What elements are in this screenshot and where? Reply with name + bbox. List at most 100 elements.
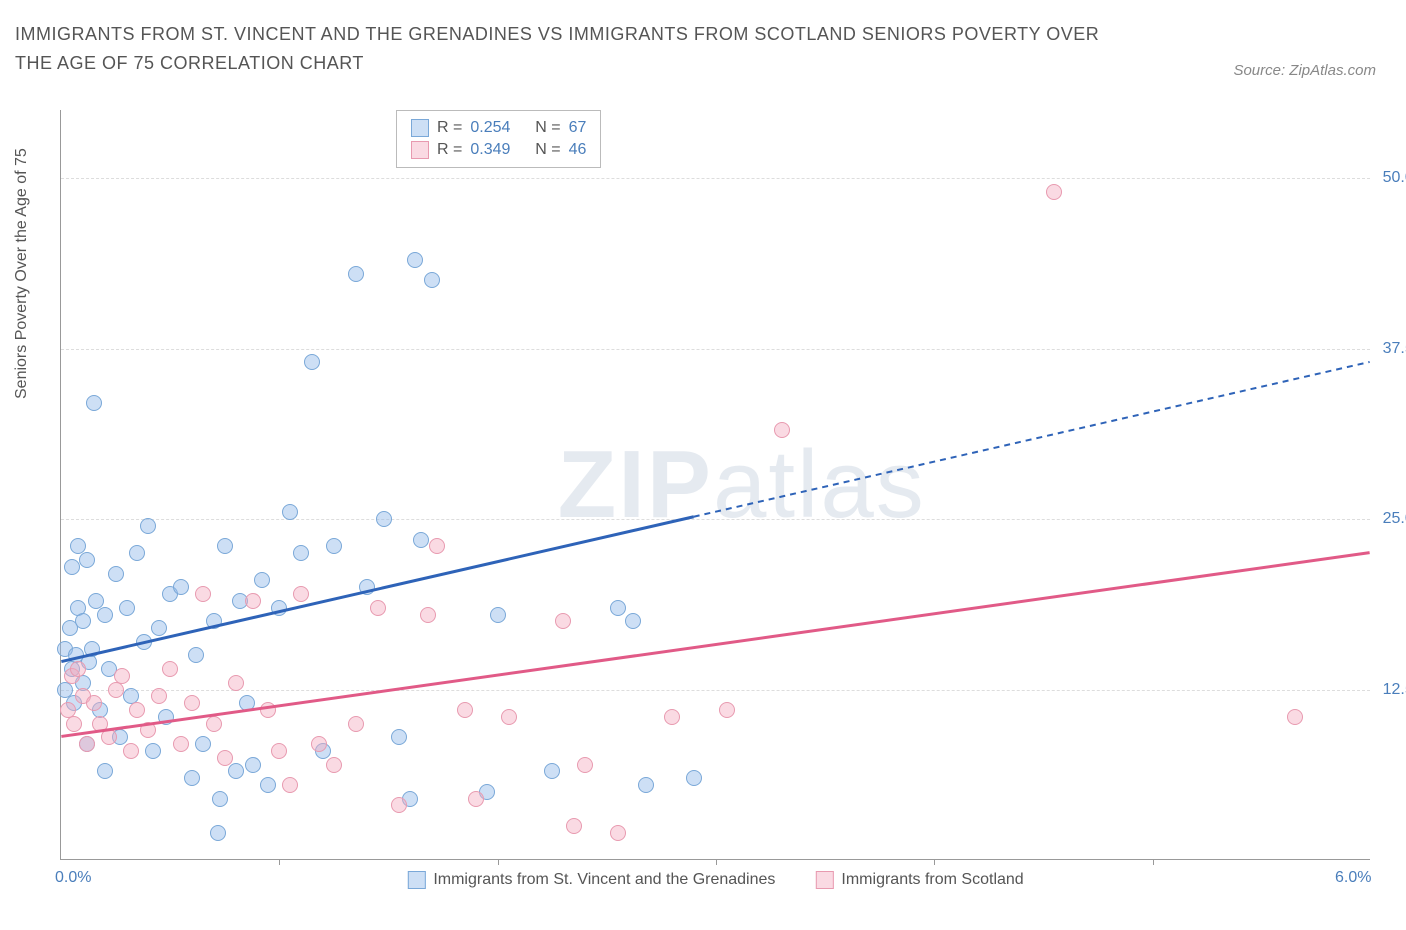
scatter-point (86, 695, 102, 711)
scatter-point (1287, 709, 1303, 725)
scatter-point (359, 579, 375, 595)
scatter-point (151, 688, 167, 704)
stats-row: R =0.254 N =67 (411, 117, 586, 139)
scatter-point (217, 750, 233, 766)
scatter-point (195, 586, 211, 602)
legend-label: Immigrants from St. Vincent and the Gren… (433, 871, 775, 889)
y-tick-label: 37.5% (1383, 340, 1406, 358)
scatter-point (228, 675, 244, 691)
x-tick-label: 0.0% (55, 869, 91, 887)
scatter-point (184, 695, 200, 711)
scatter-point (79, 552, 95, 568)
scatter-point (97, 607, 113, 623)
scatter-point (348, 716, 364, 732)
legend-swatch (815, 871, 833, 889)
scatter-point (86, 395, 102, 411)
x-tick-mark (1153, 859, 1154, 865)
chart-title: IMMIGRANTS FROM ST. VINCENT AND THE GREN… (15, 20, 1115, 78)
scatter-point (108, 566, 124, 582)
scatter-point (188, 647, 204, 663)
scatter-point (97, 763, 113, 779)
scatter-point (145, 743, 161, 759)
scatter-point (129, 702, 145, 718)
scatter-point (66, 716, 82, 732)
scatter-point (75, 613, 91, 629)
legend-label: Immigrants from Scotland (841, 871, 1023, 889)
scatter-point (348, 266, 364, 282)
legend-swatch (411, 119, 429, 137)
gridline (61, 349, 1370, 350)
scatter-point (391, 797, 407, 813)
y-tick-label: 50.0% (1383, 169, 1406, 187)
gridline (61, 690, 1370, 691)
x-tick-label: 6.0% (1335, 869, 1371, 887)
scatter-point (424, 272, 440, 288)
scatter-point (311, 736, 327, 752)
scatter-point (212, 791, 228, 807)
scatter-point (228, 763, 244, 779)
scatter-point (184, 770, 200, 786)
scatter-point (206, 613, 222, 629)
scatter-point (173, 579, 189, 595)
scatter-point (577, 757, 593, 773)
scatter-point (129, 545, 145, 561)
scatter-point (206, 716, 222, 732)
scatter-point (304, 354, 320, 370)
scatter-point (566, 818, 582, 834)
scatter-point (239, 695, 255, 711)
scatter-point (282, 777, 298, 793)
scatter-point (501, 709, 517, 725)
scatter-point (610, 600, 626, 616)
scatter-point (664, 709, 680, 725)
scatter-point (457, 702, 473, 718)
x-tick-mark (934, 859, 935, 865)
scatter-point (391, 729, 407, 745)
scatter-point (490, 607, 506, 623)
source-attribution: Source: ZipAtlas.com (1233, 62, 1376, 79)
legend-item: Immigrants from St. Vincent and the Gren… (407, 871, 775, 889)
scatter-point (114, 668, 130, 684)
scatter-point (293, 545, 309, 561)
series-legend: Immigrants from St. Vincent and the Gren… (407, 871, 1023, 889)
scatter-point (625, 613, 641, 629)
scatter-point (210, 825, 226, 841)
legend-swatch (411, 141, 429, 159)
scatter-point (407, 252, 423, 268)
scatter-point (260, 777, 276, 793)
scatter-point (245, 757, 261, 773)
scatter-point (610, 825, 626, 841)
scatter-point (173, 736, 189, 752)
scatter-point (1046, 184, 1062, 200)
x-tick-mark (279, 859, 280, 865)
scatter-point (429, 538, 445, 554)
scatter-point (245, 593, 261, 609)
scatter-point (151, 620, 167, 636)
stats-row: R =0.349 N =46 (411, 139, 586, 161)
scatter-point (79, 736, 95, 752)
scatter-point (140, 518, 156, 534)
scatter-point (162, 661, 178, 677)
scatter-point (260, 702, 276, 718)
scatter-point (719, 702, 735, 718)
scatter-point (140, 722, 156, 738)
scatter-point (544, 763, 560, 779)
y-axis-label: Seniors Poverty Over the Age of 75 (13, 148, 31, 399)
scatter-point (686, 770, 702, 786)
scatter-point (119, 600, 135, 616)
y-tick-label: 25.0% (1383, 510, 1406, 528)
scatter-point (271, 600, 287, 616)
scatter-point (271, 743, 287, 759)
scatter-point (101, 729, 117, 745)
scatter-point (217, 538, 233, 554)
scatter-point (123, 743, 139, 759)
scatter-point (108, 682, 124, 698)
scatter-point (638, 777, 654, 793)
watermark: ZIPatlas (558, 430, 926, 540)
scatter-point (136, 634, 152, 650)
scatter-point (376, 511, 392, 527)
scatter-point (468, 791, 484, 807)
scatter-point (326, 757, 342, 773)
scatter-point (413, 532, 429, 548)
scatter-point (326, 538, 342, 554)
scatter-point (293, 586, 309, 602)
